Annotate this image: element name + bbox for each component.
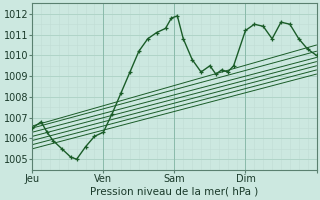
X-axis label: Pression niveau de la mer( hPa ): Pression niveau de la mer( hPa ) xyxy=(90,187,259,197)
